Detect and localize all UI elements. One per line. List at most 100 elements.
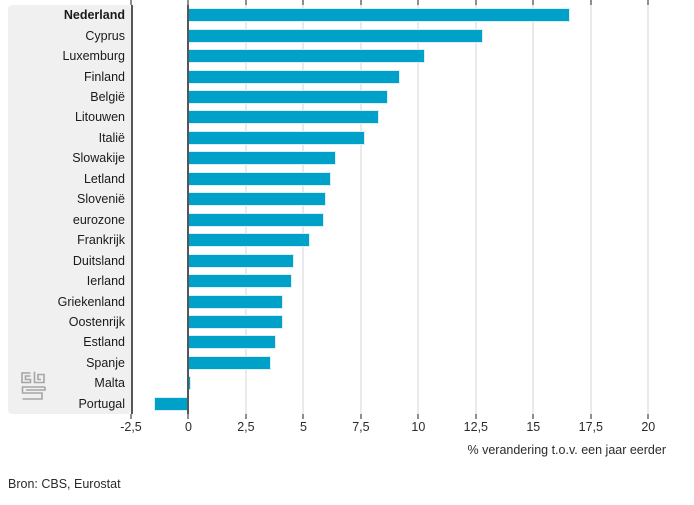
category-row: Estland <box>8 332 131 352</box>
x-tick-label: 15 <box>526 420 541 434</box>
x-tick-label: 5 <box>299 420 307 434</box>
gridline <box>302 5 305 414</box>
category-label: Oostenrijk <box>68 314 125 329</box>
bar <box>188 28 483 43</box>
bar <box>188 335 276 350</box>
category-row: Malta <box>8 373 131 393</box>
category-row: Nederland <box>8 5 131 25</box>
x-tick-label: 20 <box>641 420 656 434</box>
category-row: eurozone <box>8 210 131 230</box>
x-tick-label: 17,5 <box>578 420 603 434</box>
category-label-panel: Nederland Cyprus Luxemburg Finland België Lit… <box>8 5 131 414</box>
category-label: Letland <box>83 171 125 186</box>
category-label: Duitsland <box>72 253 125 268</box>
category-row: Spanje <box>8 353 131 373</box>
category-label: eurozone <box>72 212 125 227</box>
axis-tick-bottom <box>302 414 305 419</box>
bar <box>188 171 331 186</box>
x-tick-label: 12,5 <box>463 420 489 434</box>
category-label: Portugal <box>78 396 125 411</box>
zero-axis-line <box>187 5 190 414</box>
category-label: Griekenland <box>57 294 125 309</box>
bar <box>188 253 295 268</box>
axis-tick-top <box>130 0 132 5</box>
axis-tick-bottom <box>417 414 420 419</box>
axis-tick-top <box>187 0 190 5</box>
bar <box>188 69 400 84</box>
category-row: Portugal <box>8 394 131 414</box>
cbs-logo-letter-b <box>33 371 45 384</box>
plot-left-border <box>131 5 133 414</box>
category-label: Luxemburg <box>62 49 125 64</box>
category-row: Litouwen <box>8 107 131 127</box>
x-axis-title: % verandering t.o.v. een jaar eerder <box>467 443 667 457</box>
bar <box>188 355 272 370</box>
gridline <box>532 5 535 414</box>
category-label: Spanje <box>86 355 125 370</box>
category-label: Slovenië <box>77 192 125 207</box>
category-row: Slovenië <box>8 189 131 209</box>
bar <box>188 151 336 166</box>
cbs-logo-letter-c <box>21 372 32 384</box>
axis-tick-top <box>244 0 247 5</box>
bar <box>188 130 366 145</box>
axis-tick-bottom <box>532 414 535 419</box>
x-tick-label: 10 <box>411 420 426 434</box>
bar <box>153 396 189 411</box>
bar <box>188 110 380 125</box>
axis-tick-top <box>589 0 592 5</box>
x-tick-label: 0 <box>184 420 192 434</box>
category-label: Finland <box>84 69 125 84</box>
cbs-logo <box>21 371 46 400</box>
category-label: Frankrijk <box>77 233 125 248</box>
category-label: Ierland <box>86 274 125 289</box>
category-row: België <box>8 87 131 107</box>
category-row: Duitsland <box>8 251 131 271</box>
bar <box>188 294 283 309</box>
category-row: Letland <box>8 169 131 189</box>
bar <box>188 314 283 329</box>
category-row: Luxemburg <box>8 46 131 66</box>
category-row: Oostenrijk <box>8 312 131 332</box>
gridline <box>589 5 592 414</box>
category-label: Italië <box>98 130 125 145</box>
x-tick-label: 7,5 <box>352 420 370 434</box>
source-note: Bron: CBS, Eurostat <box>8 477 121 491</box>
axis-tick-bottom <box>187 414 190 419</box>
category-row: Finland <box>8 67 131 87</box>
axis-tick-top <box>417 0 420 5</box>
category-row: Italië <box>8 128 131 148</box>
plot-area <box>130 0 683 419</box>
bar <box>188 192 327 207</box>
bar <box>188 8 571 23</box>
category-label: Litouwen <box>74 110 125 125</box>
category-row: Griekenland <box>8 292 131 312</box>
axis-tick-bottom <box>244 414 247 419</box>
gridline <box>474 5 477 414</box>
category-row: Frankrijk <box>8 230 131 250</box>
axis-tick-top <box>647 0 650 5</box>
gridline <box>417 5 420 414</box>
axis-tick-bottom <box>647 414 650 419</box>
category-label: Cyprus <box>85 28 125 43</box>
gridline <box>647 5 650 414</box>
category-label: Malta <box>94 376 125 391</box>
bar <box>188 274 292 289</box>
cbs-logo-letter-s <box>21 386 46 400</box>
axis-tick-top <box>474 0 477 5</box>
axis-tick-top <box>302 0 305 5</box>
axis-tick-bottom <box>359 414 362 419</box>
category-row: Slowakije <box>8 148 131 168</box>
category-label: Nederland <box>63 8 125 23</box>
category-label: België <box>90 90 125 105</box>
axis-tick-bottom <box>589 414 592 419</box>
axis-tick-bottom <box>474 414 477 419</box>
bar <box>188 49 426 64</box>
axis-tick-top <box>359 0 362 5</box>
axis-tick-top <box>532 0 535 5</box>
category-row: Ierland <box>8 271 131 291</box>
gridline <box>359 5 362 414</box>
axis-tick-bottom <box>130 414 132 419</box>
x-tick-label: 2,5 <box>237 420 255 434</box>
